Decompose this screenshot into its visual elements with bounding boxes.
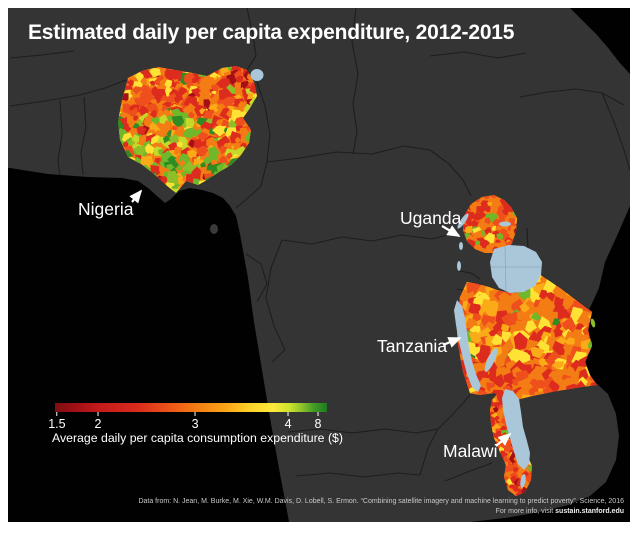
atlantic-ocean (8, 168, 289, 522)
lake-victoria-borders (491, 245, 542, 293)
legend-tick: 4 (285, 412, 292, 431)
lake-kyoga (499, 221, 511, 227)
legend-tick-label: 4 (284, 417, 292, 431)
tick-mark (194, 412, 196, 416)
legend-tick: 1.5 (48, 412, 66, 431)
lake-edward (459, 242, 463, 250)
uganda-arrow (441, 225, 461, 237)
lake-victoria (490, 245, 542, 293)
tanzania-arrow (442, 336, 462, 348)
legend-tick: 8 (314, 412, 322, 431)
legend-tick-label: 8 (314, 417, 322, 431)
indian-ocean (470, 206, 630, 522)
nigeria-arrow (129, 189, 143, 204)
attribution: Data from: N. Jean, M. Burke, M. Xie, W.… (138, 497, 624, 517)
legend: 1.5 2 3 4 8 Average daily per capita con… (48, 403, 343, 445)
africa-map: Nigeria Uganda Tanzania Malawi (8, 8, 630, 522)
legend-color-scale (55, 403, 327, 412)
map-canvas: Nigeria Uganda Tanzania Malawi Estimated… (8, 8, 630, 522)
attribution-more-info: For more info, visit sustain.stanford.ed… (138, 507, 624, 517)
tick-mark (56, 412, 58, 416)
lake-malawi (502, 389, 530, 470)
map-title: Estimated daily per capita expenditure, … (28, 21, 515, 44)
red-sea-corner (570, 8, 630, 74)
tick-mark (287, 412, 289, 416)
lake-rukwa (484, 348, 498, 372)
tick-mark (317, 412, 319, 416)
lake-albert (457, 213, 469, 229)
lake-malombe (520, 474, 526, 488)
legend-caption: Average daily per capita consumption exp… (52, 431, 343, 445)
tick-mark (97, 412, 99, 416)
lake-chad (250, 69, 264, 81)
lake-kivu (457, 261, 461, 271)
zanzibar-island (590, 318, 596, 328)
tanzania-label: Tanzania (377, 336, 447, 356)
malawi-label: Malawi (443, 441, 497, 461)
tanzania-choropleth (456, 268, 597, 400)
attribution-more-info-text: For more info, visit (495, 508, 556, 515)
nigeria-label: Nigeria (78, 199, 134, 219)
legend-tick-label: 3 (191, 417, 199, 431)
uganda-label: Uganda (400, 208, 462, 228)
legend-tick: 3 (192, 412, 199, 431)
malawi-arrow (495, 432, 512, 447)
mafia-island (588, 341, 592, 349)
bioko-island (210, 224, 218, 234)
legend-tick: 2 (94, 412, 101, 431)
attribution-link: sustain.stanford.edu (555, 508, 624, 515)
legend-tick-label: 1.5 (48, 417, 66, 431)
lake-tanganyika (454, 300, 481, 392)
attribution-citation: Data from: N. Jean, M. Burke, M. Xie, W.… (138, 498, 624, 505)
legend-tick-label: 2 (94, 417, 102, 431)
